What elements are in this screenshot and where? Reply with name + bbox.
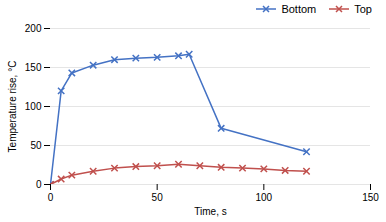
svg-text:200: 200 (25, 23, 42, 34)
svg-text:50: 50 (152, 192, 164, 203)
html-text:Bottom: Bottom (281, 3, 317, 15)
svg-text:150: 150 (25, 62, 42, 73)
svg-text:Time, s: Time, s (194, 206, 226, 217)
svg-text:100: 100 (25, 101, 42, 112)
svg-text:0: 0 (36, 179, 42, 190)
svg-text:0: 0 (48, 192, 54, 203)
svg-text:150: 150 (362, 192, 379, 203)
svg-text:Temperature rise, °C: Temperature rise, °C (7, 61, 18, 153)
svg-text:100: 100 (255, 192, 272, 203)
svg-text:50: 50 (30, 140, 42, 151)
html-text:Top: Top (354, 3, 372, 15)
